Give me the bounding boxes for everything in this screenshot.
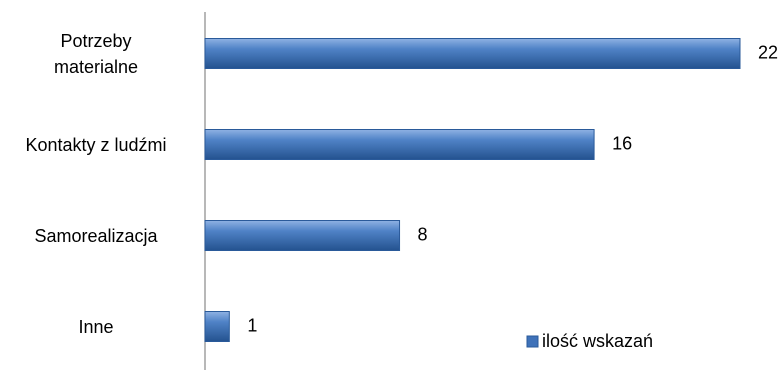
category-label: Potrzeby materialne [53, 30, 139, 77]
bar [204, 220, 401, 251]
value-label: 8 [418, 224, 428, 244]
value-label: 1 [247, 315, 257, 335]
value-label: 22 [758, 42, 778, 62]
legend-marker [526, 335, 539, 348]
bar [204, 129, 595, 160]
category-label: Samorealizacja [34, 225, 158, 246]
category-label: Kontakty z ludźmi [25, 134, 167, 155]
bar [204, 38, 741, 69]
bar [204, 311, 230, 342]
value-label: 16 [612, 133, 632, 153]
category-label: Inne [78, 316, 114, 337]
legend-label: ilość wskazań [542, 331, 653, 351]
